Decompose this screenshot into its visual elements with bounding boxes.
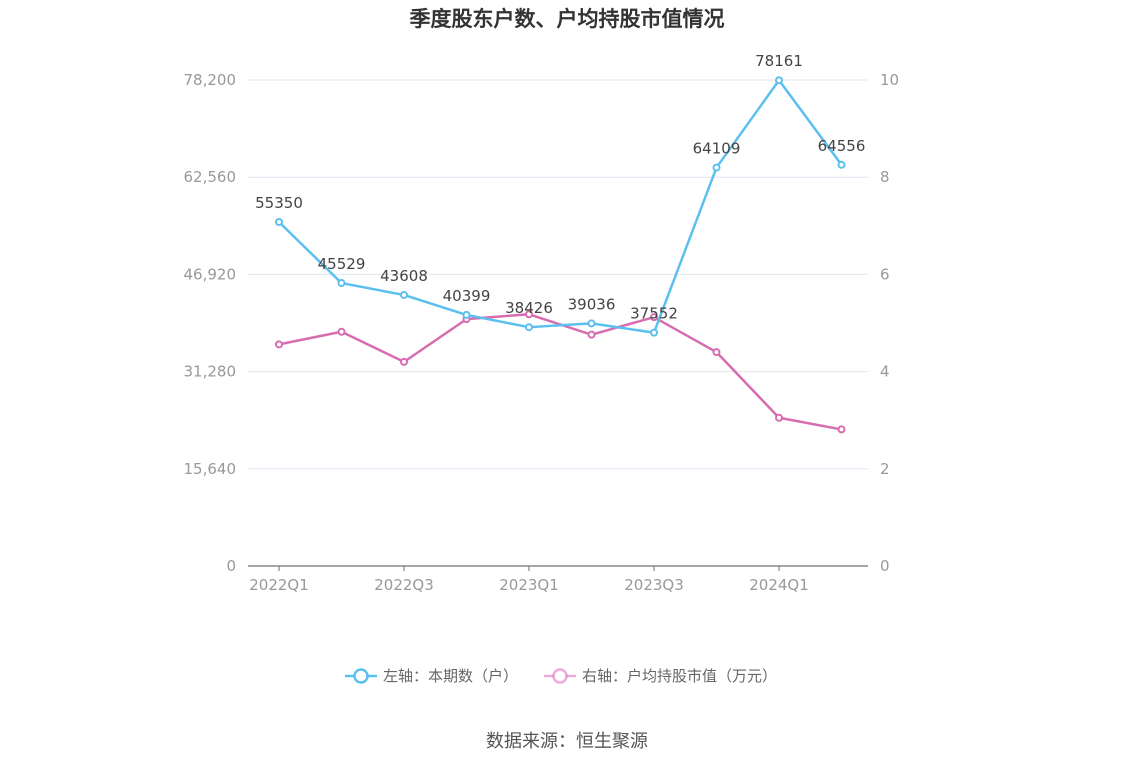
y-left-tick-label: 0: [226, 557, 236, 575]
data-point: [462, 310, 471, 319]
x-axis: 2022Q1 2022Q3 2023Q1 2023Q3 2024Q1: [248, 565, 868, 594]
y-left-tick-label: 78,200: [184, 71, 237, 89]
data-label: 43608: [380, 267, 428, 285]
data-point: [775, 413, 783, 422]
y-right-tick-label: 0: [880, 557, 890, 575]
data-point: [650, 313, 658, 322]
data-point: [587, 330, 596, 339]
legend-swatch-marker: [552, 668, 568, 684]
y-left-tick-label: 62,560: [184, 168, 237, 186]
legend-label: 右轴：户均持股市值（万元）: [582, 667, 777, 685]
y-axis-right: 0 2 4 6 8 10: [880, 71, 899, 575]
data-point: [837, 425, 846, 434]
data-label: 38426: [505, 299, 553, 317]
data-point: [650, 328, 658, 337]
y-axis-left: 0 15,640 31,280 46,920 62,560 78,200: [184, 71, 237, 575]
x-tick-label: 2022Q3: [374, 576, 434, 594]
data-point: [525, 310, 533, 319]
data-label: 37552: [630, 305, 678, 323]
x-tick-label: 2022Q1: [249, 576, 309, 594]
data-point: [400, 357, 408, 366]
data-source: 数据来源：恒生聚源: [486, 731, 648, 752]
legend-label: 左轴：本期数（户）: [383, 667, 518, 685]
series-line: [278, 78, 843, 334]
chart-title: 季度股东户数、户均持股市值情况: [410, 7, 725, 31]
legend-item[interactable]: 左轴：本期数（户）: [345, 667, 518, 685]
data-point: [712, 163, 721, 172]
x-tick-label: 2024Q1: [749, 576, 809, 594]
data-label: 55350: [255, 194, 303, 212]
y-left-tick-label: 31,280: [184, 363, 237, 381]
y-left-tick-label: 46,920: [184, 265, 237, 283]
grid-lines: [248, 79, 868, 470]
legend-swatch-marker: [353, 668, 369, 684]
data-point: [275, 340, 283, 349]
data-label: 64556: [818, 137, 866, 155]
data-point: [587, 319, 596, 328]
data-label: 64109: [693, 140, 741, 158]
data-label: 45529: [318, 255, 366, 273]
data-point: [400, 290, 408, 299]
x-tick-label: 2023Q1: [499, 576, 559, 594]
legend[interactable]: 左轴：本期数（户） 右轴：户均持股市值（万元）: [345, 667, 777, 685]
data-point: [712, 348, 721, 357]
y-left-tick-label: 15,640: [184, 460, 237, 478]
y-right-tick-label: 10: [880, 71, 899, 89]
y-right-tick-label: 8: [880, 168, 890, 186]
series-group: 55350 45529 43608 40399 38426 39036 37552 64109…: [255, 52, 866, 434]
data-point: [837, 160, 846, 169]
data-point: [275, 218, 283, 227]
data-label: 39036: [568, 295, 616, 313]
x-tick-label: 2023Q3: [624, 576, 684, 594]
y-right-tick-label: 6: [880, 265, 890, 283]
series-shareholder-count: 55350 45529 43608 40399 38426 39036 37552 64109…: [255, 52, 866, 337]
y-right-tick-label: 2: [880, 460, 890, 478]
data-label: 78161: [755, 52, 803, 70]
legend-item[interactable]: 右轴：户均持股市值（万元）: [544, 667, 777, 685]
data-label: 40399: [443, 287, 491, 305]
data-point: [337, 327, 346, 336]
data-point: [525, 323, 533, 332]
data-point: [775, 76, 783, 85]
y-right-tick-label: 4: [880, 363, 890, 381]
data-point: [337, 279, 346, 288]
